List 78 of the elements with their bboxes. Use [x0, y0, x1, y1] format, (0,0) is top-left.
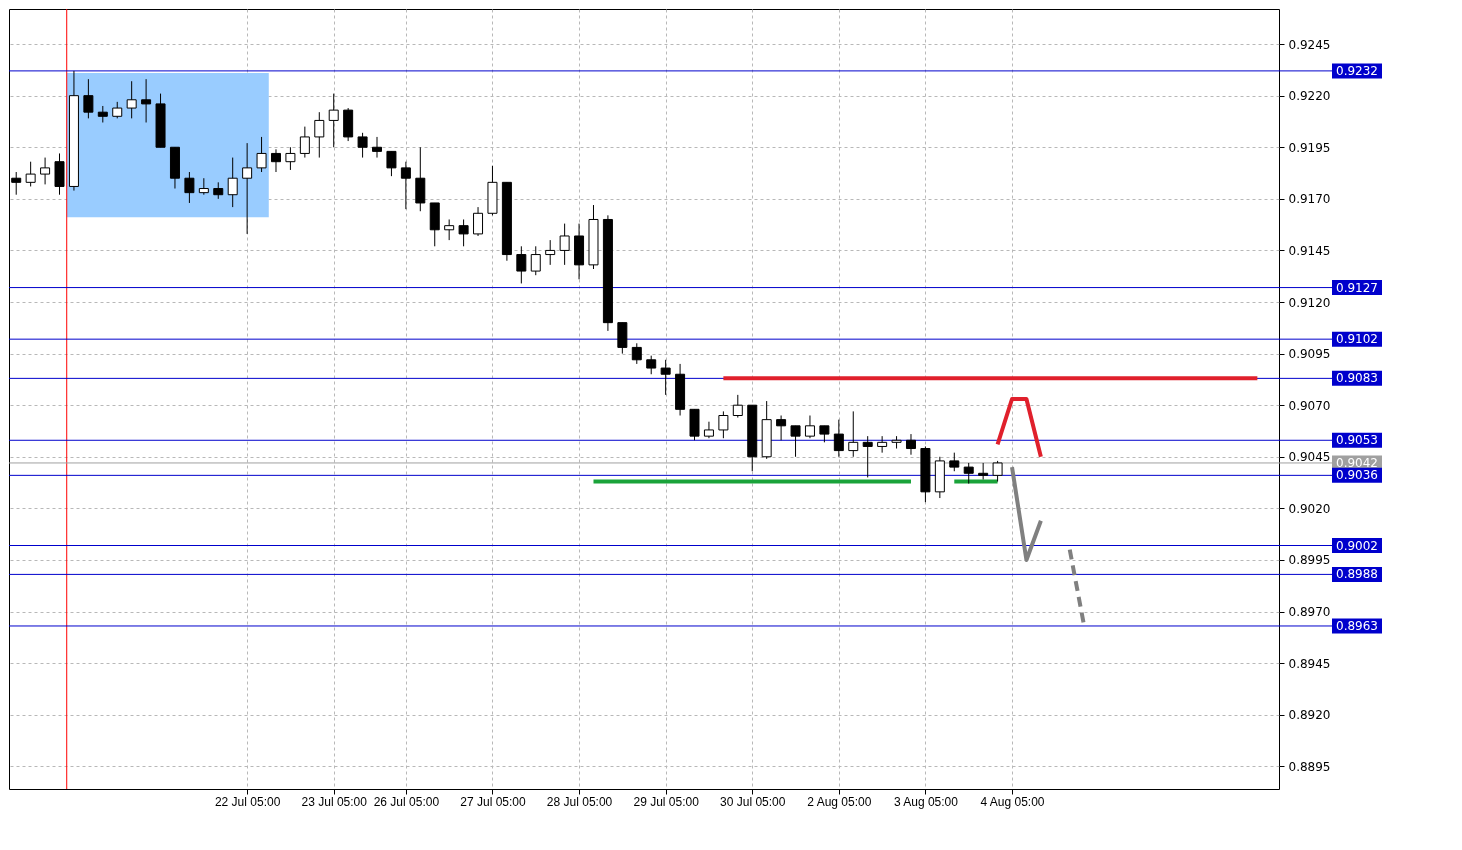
candlestick	[804, 415, 815, 439]
ref-line-label: 0.8963	[1336, 618, 1378, 633]
candlestick	[227, 157, 238, 208]
ref-line-label: 0.8988	[1336, 567, 1378, 582]
candlestick	[949, 452, 960, 472]
candlestick	[357, 132, 368, 159]
candlestick	[40, 157, 51, 185]
x-tick-label: 27 Jul 05:00	[460, 794, 526, 809]
candlestick	[444, 218, 455, 241]
candlestick	[126, 80, 137, 119]
candlestick	[83, 78, 94, 119]
y-tick-label: 0.9195	[1288, 140, 1331, 155]
y-tick-label: 0.9120	[1288, 295, 1331, 310]
y-tick-label: 0.9020	[1288, 501, 1331, 516]
ref-line-label: 0.9102	[1336, 332, 1378, 347]
x-tick-label: 2 Aug 05:00	[807, 794, 872, 809]
candlestick	[660, 359, 671, 396]
candlestick	[516, 245, 527, 284]
candlestick	[270, 148, 281, 173]
ref-line-label: 0.9083	[1336, 371, 1378, 386]
candlestick	[877, 435, 888, 454]
y-tick-label: 0.9070	[1288, 398, 1331, 413]
candlestick	[530, 245, 541, 276]
candlestick	[963, 462, 974, 485]
x-tick-label: 29 Jul 05:00	[633, 794, 700, 809]
y-tick-label: 0.8920	[1288, 708, 1331, 723]
candlestick	[631, 342, 642, 365]
y-tick-label: 0.8895	[1288, 759, 1331, 774]
x-tick-label: 23 Jul 05:00	[301, 794, 368, 809]
ref-line-label: 0.9002	[1336, 538, 1378, 553]
ref-line-label: 0.9042	[1336, 455, 1378, 470]
candlestick	[732, 394, 743, 419]
candlestick	[25, 161, 36, 187]
y-tick-label: 0.8995	[1288, 553, 1331, 568]
candlestick	[776, 415, 787, 441]
ref-line-label: 0.9127	[1336, 280, 1378, 295]
candlestick	[314, 111, 325, 159]
ref-line-label: 0.9036	[1336, 468, 1378, 483]
x-tick-label: 3 Aug 05:00	[893, 794, 959, 809]
candlestick	[328, 93, 339, 148]
candlestick	[646, 355, 657, 375]
candlestick	[545, 239, 556, 266]
candlestick	[992, 460, 1003, 483]
candlestick	[718, 410, 729, 439]
candlestick	[184, 171, 195, 204]
x-tick-label: 4 Aug 05:00	[980, 794, 1045, 809]
y-tick-label: 0.9045	[1288, 450, 1331, 465]
x-tick-label: 30 Jul 05:00	[720, 794, 786, 809]
candlestick	[458, 218, 469, 247]
candlestick	[833, 419, 844, 458]
ref-line-label: 0.9232	[1336, 63, 1378, 78]
y-tick-label: 0.9220	[1288, 89, 1331, 104]
y-tick-label: 0.9095	[1288, 347, 1331, 362]
candlestick	[978, 462, 989, 480]
candlestick	[299, 126, 310, 159]
candlestick	[862, 435, 873, 478]
y-tick-label: 0.8945	[1288, 656, 1331, 671]
x-tick-label: 28 Jul 05:00	[546, 794, 613, 809]
candlestick	[285, 146, 296, 171]
y-tick-label: 0.9170	[1288, 192, 1331, 207]
ref-line-label: 0.9053	[1336, 433, 1378, 448]
candlestick	[372, 136, 383, 159]
y-tick-label: 0.9145	[1288, 243, 1331, 258]
candlestick	[141, 78, 152, 123]
x-tick-label: 22 Jul 05:00	[214, 794, 281, 809]
candlestick	[790, 425, 801, 458]
candlestick	[905, 433, 916, 456]
candlestick	[386, 150, 397, 177]
y-tick-label: 0.9245	[1288, 37, 1331, 52]
candlestick	[703, 421, 714, 439]
x-tick-label: 26 Jul 05:00	[373, 794, 440, 809]
y-tick-label: 0.8970	[1288, 605, 1331, 620]
candlestick	[473, 206, 484, 237]
candlestick	[256, 136, 267, 173]
candlestick	[559, 223, 570, 266]
candlestick	[400, 161, 411, 210]
candlestick	[848, 410, 859, 458]
candlestick	[242, 142, 253, 235]
